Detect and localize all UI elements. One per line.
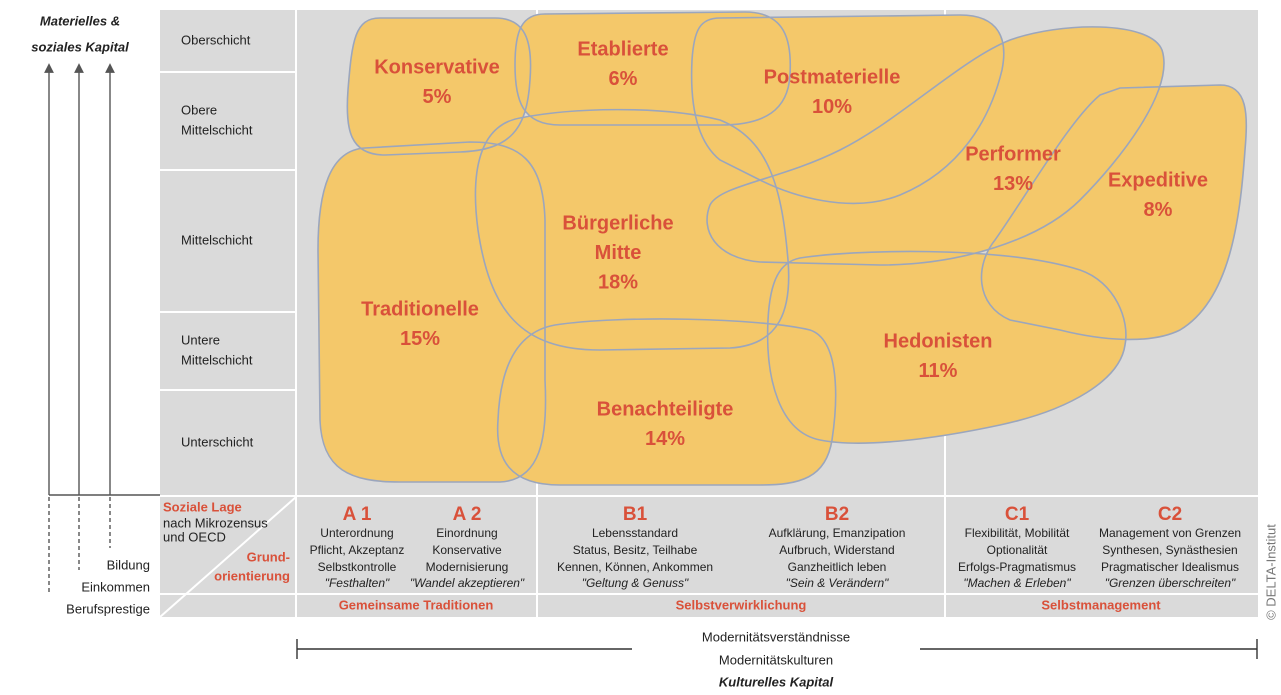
group-label: Gemeinsame Traditionen [339, 597, 494, 612]
row-label: Obere [181, 102, 217, 117]
orientation-line: Lebensstandard [592, 526, 678, 540]
row-label: Mittelschicht [181, 122, 253, 137]
bottom-axis-label: Modernitätsverständnisse [702, 629, 850, 644]
milieu-share: 15% [400, 328, 440, 350]
orientation-line: Pflicht, Akzeptanz [310, 543, 405, 557]
milieu-name: Mitte [595, 242, 642, 264]
milieu-share: 5% [423, 86, 452, 108]
milieu-share: 13% [993, 173, 1033, 195]
orientation-line: Flexibilität, Mobilität [965, 526, 1070, 540]
orientation-line: Aufbruch, Widerstand [779, 543, 894, 557]
social-status-header: Soziale Lage [163, 499, 242, 514]
orientation-line: Modernisierung [426, 560, 509, 574]
copyright: © DELTA-Institut [1263, 524, 1278, 620]
milieu-share: 18% [598, 271, 638, 293]
row-label: Mittelschicht [181, 352, 253, 367]
milieu-share: 10% [812, 96, 852, 118]
orientation-motto: "Machen & Erleben" [963, 576, 1071, 590]
labels: Materielles & soziales Kapital Bildung E… [31, 13, 1278, 689]
axis-label: Berufsprestige [66, 601, 150, 616]
orientation-header: orientierung [214, 568, 290, 583]
milieu-name: Expeditive [1108, 169, 1208, 191]
orientation-motto: "Grenzen überschreiten" [1105, 576, 1236, 590]
axis-title: soziales Kapital [31, 39, 129, 54]
orientation-line: Einordnung [436, 526, 497, 540]
orientation-code: C2 [1158, 504, 1182, 525]
orientation-code: A 1 [343, 504, 372, 525]
row-label: Oberschicht [181, 32, 251, 47]
social-status-note: und OECD [163, 529, 226, 544]
orientation-line: Selbstkontrolle [318, 560, 397, 574]
orientation-motto: "Festhalten" [325, 576, 390, 590]
row-label: Mittelschicht [181, 232, 253, 247]
row-label: Unterschicht [181, 434, 254, 449]
bottom-axis-label: Modernitätskulturen [719, 652, 833, 667]
orientation-line: Optionalität [987, 543, 1048, 557]
orientation-line: Synthesen, Synästhesien [1102, 543, 1237, 557]
orientation-header: Grund- [247, 549, 290, 564]
row-label: Untere [181, 332, 220, 347]
orientation-motto: "Geltung & Genuss" [582, 576, 689, 590]
milieu-share: 11% [919, 360, 958, 382]
orientation-line: Pragmatischer Idealismus [1101, 560, 1239, 574]
orientation-code: B1 [623, 504, 648, 525]
group-label: Selbstmanagement [1041, 597, 1161, 612]
orientation-motto: "Sein & Verändern" [786, 576, 890, 590]
social-status-note: nach Mikrozensus [163, 515, 268, 530]
orientation-motto: "Wandel akzeptieren" [410, 576, 525, 590]
milieu-name: Bürgerliche [562, 212, 673, 234]
orientation-line: Kennen, Können, Ankommen [557, 560, 713, 574]
orientation-line: Erfolgs-Pragmatismus [958, 560, 1076, 574]
orientation-line: Unterordnung [320, 526, 393, 540]
orientation-code: C1 [1005, 504, 1030, 525]
axis-title: Materielles & [40, 13, 120, 28]
milieu-share: 8% [1144, 199, 1173, 221]
bottom-axis-title: Kulturelles Kapital [719, 674, 834, 689]
milieu-name: Postmaterielle [764, 66, 901, 88]
orientation-line: Status, Besitz, Teilhabe [573, 543, 698, 557]
axis-label: Bildung [107, 557, 150, 572]
milieu-name: Traditionelle [361, 298, 479, 320]
milieu-name: Konservative [374, 56, 500, 78]
milieu-name: Hedonisten [884, 330, 993, 352]
orientation-code: B2 [825, 504, 849, 525]
orientation-code: A 2 [453, 504, 482, 525]
orientation-line: Konservative [432, 543, 502, 557]
milieu-name: Performer [965, 143, 1061, 165]
milieu-share: 14% [645, 428, 685, 450]
orientation-line: Management von Grenzen [1099, 526, 1241, 540]
orientation-line: Aufklärung, Emanzipation [769, 526, 906, 540]
milieu-name: Benachteiligte [597, 398, 734, 420]
orientation-line: Ganzheitlich leben [788, 560, 887, 574]
axis-label: Einkommen [81, 579, 150, 594]
left-axis [44, 63, 160, 592]
milieu-share: 6% [609, 68, 638, 90]
bottom-bracket [296, 639, 1258, 659]
group-label: Selbstverwirklichung [676, 597, 807, 612]
milieu-name: Etablierte [577, 38, 668, 60]
